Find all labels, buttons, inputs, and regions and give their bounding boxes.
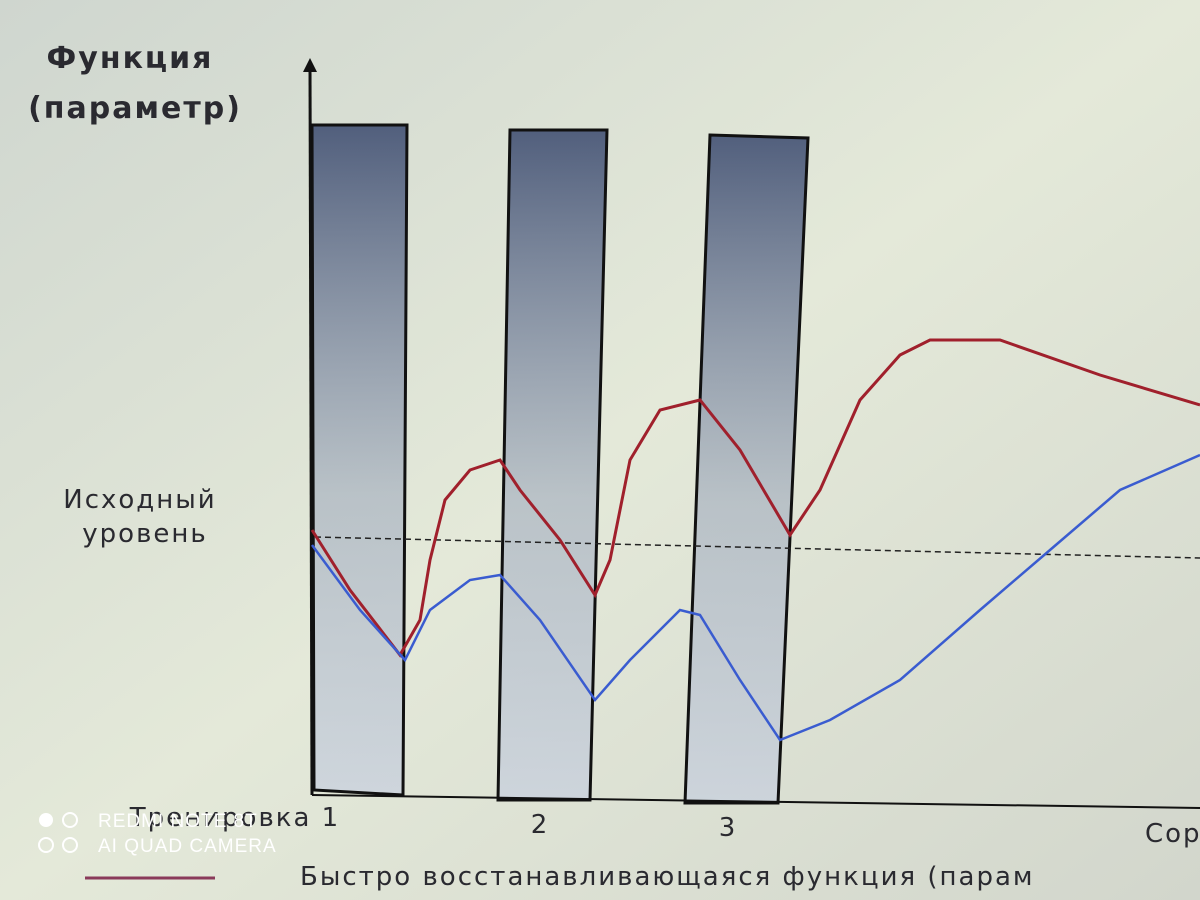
baseline-label: Исходный <box>63 485 216 515</box>
watermark-text: REDMI NOTE 8T <box>98 811 258 832</box>
training-label: 3 <box>719 813 738 843</box>
training-label: 2 <box>531 810 550 840</box>
baseline-label: уровень <box>82 519 207 549</box>
blue-curve <box>310 453 1200 742</box>
legend-label: Быстро восстанавливающаяся функция (пара… <box>300 862 1035 892</box>
training-label: Тренировка 1 <box>129 803 340 833</box>
y-axis <box>308 67 314 796</box>
red-curve <box>310 338 1200 658</box>
axis-arrow <box>303 58 317 72</box>
watermark-icon <box>38 837 54 853</box>
watermark-icon <box>62 812 78 828</box>
x-axis-label: Сор <box>1145 819 1200 849</box>
title-line: Функция <box>47 41 214 76</box>
watermark-text: AI QUAD CAMERA <box>98 836 277 857</box>
watermark-icon <box>39 813 53 827</box>
x-axis <box>311 794 1200 809</box>
watermark-icon <box>62 837 78 853</box>
training-bar <box>683 133 810 805</box>
training-bar <box>496 128 609 802</box>
title-line: (параметр) <box>28 91 242 126</box>
training-bar <box>310 123 409 797</box>
baseline <box>314 536 1200 559</box>
